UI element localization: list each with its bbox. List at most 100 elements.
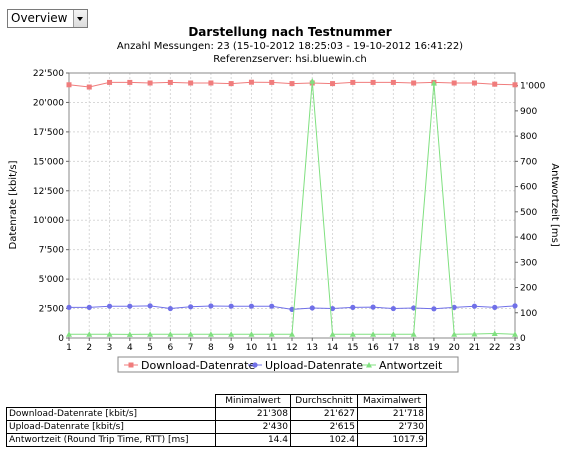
y-axis-left-label: Datenrate [kbit/s]: [8, 160, 19, 249]
data-point-download-datenrate: [289, 81, 295, 87]
data-point-upload-datenrate: [269, 303, 275, 309]
data-point-antwortzeit: [147, 331, 154, 337]
data-point-antwortzeit: [228, 331, 235, 337]
data-point-upload-datenrate: [147, 303, 153, 309]
x-tick-label: 21: [469, 343, 480, 353]
legend-marker-antwortzeit: [366, 362, 372, 368]
x-tick-label: 12: [286, 343, 297, 353]
x-tick-label: 4: [127, 343, 133, 353]
y-tick-label-left: 0: [58, 334, 64, 344]
data-point-antwortzeit: [370, 331, 377, 337]
data-point-upload-datenrate: [451, 304, 457, 310]
data-point-antwortzeit: [289, 331, 295, 337]
data-point-upload-datenrate: [66, 304, 72, 310]
stats-cell: 1017.9: [357, 433, 427, 447]
legend-label-antwortzeit: Antwortzeit: [379, 359, 443, 372]
legend-label-download-datenrate: Download-Datenrate: [141, 359, 255, 372]
x-tick-label: 15: [347, 343, 358, 353]
data-point-upload-datenrate: [390, 305, 396, 312]
left-axis: 0 2'500 5'000 7'500 10'000 12'500 15'000 17'500…: [33, 69, 69, 344]
data-point-antwortzeit: [207, 331, 214, 337]
y-tick-label-left: 12'500: [33, 187, 64, 197]
data-point-download-datenrate: [107, 79, 113, 85]
y-tick-label-right: 800: [520, 132, 537, 142]
data-point-upload-datenrate: [188, 304, 194, 310]
data-point-antwortzeit: [430, 80, 437, 86]
x-tick-label: 7: [188, 343, 194, 353]
stats-header-max: Maximalwert: [357, 394, 427, 408]
x-tick-label: 19: [428, 343, 440, 353]
x-tick-label: 13: [307, 343, 318, 353]
y-tick-label-left: 10'000: [33, 216, 64, 226]
x-tick-label: 3: [107, 343, 113, 353]
data-point-upload-datenrate: [471, 303, 478, 309]
y-tick-label-left: 7'500: [39, 246, 65, 256]
data-point-upload-datenrate: [370, 304, 376, 310]
table-row: Download-Datenrate [kbit/s] 21'308 21'62…: [6, 407, 427, 421]
view-select-value: Overview: [11, 11, 68, 25]
legend-marker-download-datenrate: [128, 362, 134, 368]
stats-header-avg: Durchschnitt: [290, 394, 358, 408]
view-select[interactable]: Overview: [7, 9, 88, 28]
y-tick-label-left: 22'500: [33, 69, 64, 79]
data-point-download-datenrate: [248, 79, 254, 85]
right-axis: 0 100 200 300 400 500 600 700 800 900 1'000: [515, 82, 546, 344]
y-tick-label-left: 5'000: [39, 275, 65, 285]
data-point-upload-datenrate: [411, 305, 417, 311]
data-point-download-datenrate: [451, 80, 457, 86]
data-point-antwortzeit: [512, 331, 518, 337]
legend-box: [117, 356, 459, 373]
data-point-antwortzeit: [410, 331, 417, 337]
data-point-download-datenrate: [411, 80, 417, 86]
y-axis-right-label: Antwortzeit [ms]: [549, 163, 560, 247]
stats-cell: 102.4: [290, 433, 358, 447]
x-axis: 1 2 3 4 5 6 7 8 9 10 11 12 13 14 15 16 17 18 19 20 21 22 23: [66, 338, 521, 353]
y-tick-label-right: 0: [520, 334, 526, 344]
x-tick-label: 14: [327, 343, 339, 353]
x-tick-label: 16: [367, 343, 379, 353]
x-tick-label: 20: [448, 343, 460, 353]
stats-cell: 21'718: [357, 407, 427, 421]
data-point-download-datenrate: [471, 80, 477, 86]
data-point-antwortzeit: [187, 331, 194, 337]
series-line-antwortzeit: [69, 81, 516, 335]
data-point-download-datenrate: [269, 79, 275, 85]
legend-marker-upload-datenrate: [252, 362, 258, 368]
x-tick-label: 17: [388, 343, 399, 353]
data-point-upload-datenrate: [309, 305, 315, 311]
stats-cell: 14.4: [215, 433, 291, 447]
chevron-down-icon[interactable]: [72, 10, 87, 27]
y-tick-label-right: 100: [520, 309, 537, 319]
y-tick-label-right: 600: [520, 183, 537, 193]
stats-cell: 2'430: [215, 420, 291, 434]
data-point-upload-datenrate: [289, 306, 295, 312]
data-point-upload-datenrate: [431, 306, 437, 312]
x-tick-label: 18: [408, 343, 420, 353]
data-point-antwortzeit: [66, 331, 72, 337]
data-point-download-datenrate: [127, 79, 133, 85]
data-point-upload-datenrate: [248, 303, 255, 309]
x-tick-label: 22: [489, 343, 500, 353]
data-point-antwortzeit: [451, 331, 458, 337]
chart-subtitle-2: Referenzserver: hsi.bluewin.ch: [213, 54, 366, 65]
stats-cell: 2'615: [290, 420, 358, 434]
data-point-antwortzeit: [349, 331, 356, 337]
x-tick-label: 10: [246, 343, 258, 353]
data-point-upload-datenrate: [228, 303, 234, 309]
data-point-download-datenrate: [350, 79, 356, 85]
y-tick-label-right: 400: [520, 233, 537, 243]
series-layer: [66, 78, 518, 337]
x-tick-label: 11: [266, 343, 277, 353]
y-tick-label-left: 15'000: [33, 157, 64, 167]
stats-row-label: Download-Datenrate [kbit/s]: [6, 407, 216, 421]
stats-table: Minimalwert Durchschnitt Maximalwert Dow…: [6, 394, 427, 447]
data-point-download-datenrate: [228, 81, 234, 87]
x-tick-label: 6: [167, 343, 173, 353]
data-point-upload-datenrate: [127, 303, 133, 309]
data-point-download-datenrate: [492, 81, 498, 87]
data-point-antwortzeit: [390, 331, 397, 337]
stats-cell: 21'308: [215, 407, 291, 421]
data-point-download-datenrate: [66, 82, 72, 88]
stats-cell: 21'627: [290, 407, 358, 421]
data-point-download-datenrate: [167, 79, 173, 85]
